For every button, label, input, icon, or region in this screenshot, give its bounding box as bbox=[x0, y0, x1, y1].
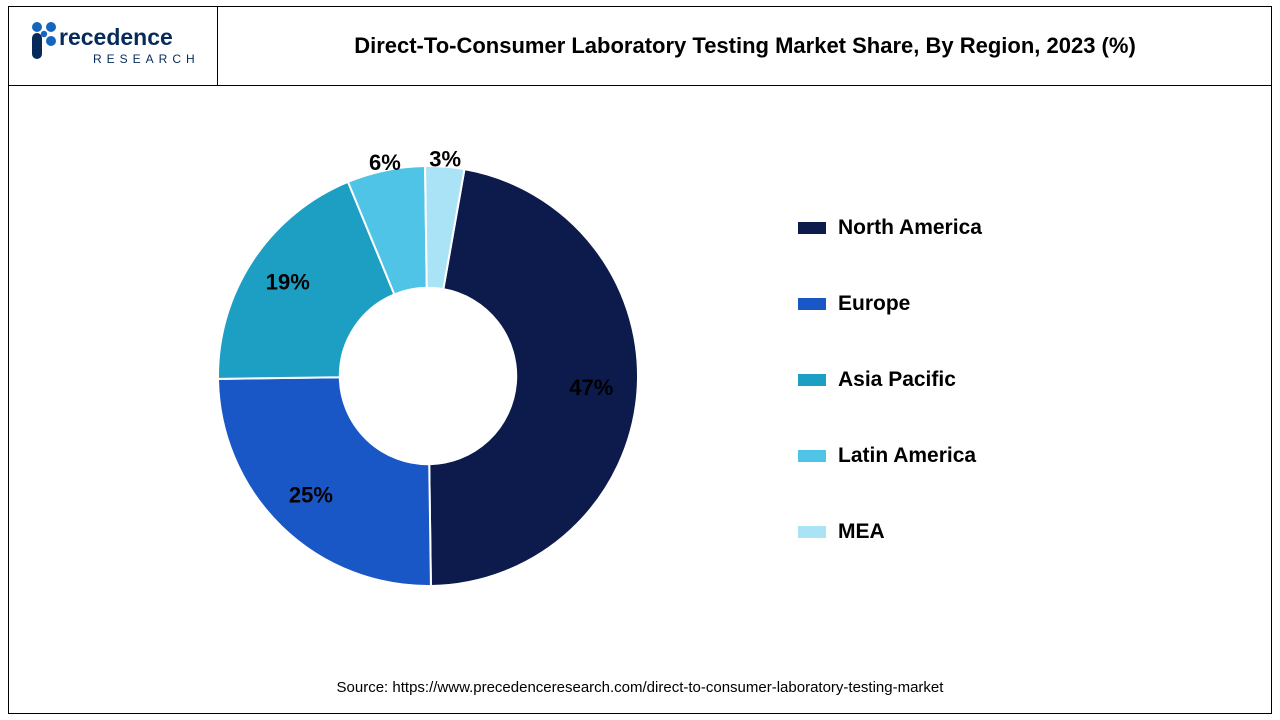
legend: North America Europe Asia Pacific Latin Ame… bbox=[798, 216, 982, 544]
legend-label: MEA bbox=[838, 520, 885, 544]
source-text: Source: https://www.precedenceresearch.c… bbox=[8, 679, 1272, 696]
chart-title: Direct-To-Consumer Laboratory Testing Ma… bbox=[218, 25, 1272, 67]
chart-area: 47% 25% 19% 6% 3% North America Europe Asia Pa… bbox=[8, 86, 1272, 714]
legend-item: MEA bbox=[798, 520, 982, 544]
legend-item: North America bbox=[798, 216, 982, 240]
donut-svg: 47% 25% 19% 6% 3% bbox=[208, 136, 648, 616]
legend-label: North America bbox=[838, 216, 982, 240]
logo-svg: recedence RESEARCH bbox=[23, 17, 203, 75]
legend-swatch bbox=[798, 450, 826, 462]
slice-label: 19% bbox=[266, 269, 310, 294]
legend-swatch bbox=[798, 222, 826, 234]
logo-text-top: recedence bbox=[59, 24, 173, 50]
header-row: recedence RESEARCH Direct-To-Consumer La… bbox=[8, 6, 1272, 86]
slice-label: 25% bbox=[289, 482, 333, 507]
legend-label: Europe bbox=[838, 292, 910, 316]
legend-label: Asia Pacific bbox=[838, 368, 956, 392]
legend-item: Asia Pacific bbox=[798, 368, 982, 392]
slice-label: 3% bbox=[429, 146, 461, 171]
legend-label: Latin America bbox=[838, 444, 976, 468]
slice-label: 6% bbox=[369, 150, 401, 175]
legend-swatch bbox=[798, 374, 826, 386]
logo-text-bottom: RESEARCH bbox=[93, 52, 200, 66]
legend-item: Europe bbox=[798, 292, 982, 316]
donut-chart: 47% 25% 19% 6% 3% bbox=[208, 136, 648, 621]
slice-label: 47% bbox=[569, 375, 613, 400]
legend-swatch bbox=[798, 298, 826, 310]
legend-swatch bbox=[798, 526, 826, 538]
legend-item: Latin America bbox=[798, 444, 982, 468]
logo: recedence RESEARCH bbox=[8, 6, 218, 85]
